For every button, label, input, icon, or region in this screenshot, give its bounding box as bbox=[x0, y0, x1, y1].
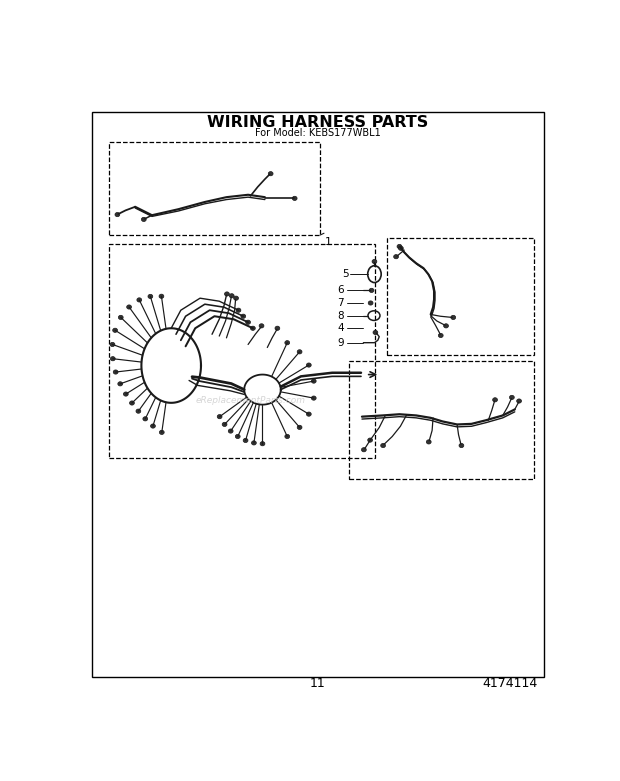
Ellipse shape bbox=[259, 324, 264, 328]
Text: 6: 6 bbox=[337, 285, 344, 295]
Ellipse shape bbox=[110, 357, 115, 361]
Ellipse shape bbox=[368, 301, 373, 305]
Ellipse shape bbox=[397, 244, 402, 248]
Ellipse shape bbox=[224, 292, 229, 296]
Ellipse shape bbox=[252, 440, 256, 445]
Ellipse shape bbox=[159, 294, 164, 298]
Ellipse shape bbox=[427, 440, 431, 444]
Ellipse shape bbox=[373, 330, 378, 334]
Ellipse shape bbox=[381, 444, 386, 448]
Ellipse shape bbox=[459, 444, 464, 448]
Ellipse shape bbox=[137, 298, 142, 302]
Ellipse shape bbox=[311, 396, 316, 400]
Ellipse shape bbox=[260, 441, 265, 446]
Ellipse shape bbox=[306, 363, 311, 367]
Ellipse shape bbox=[141, 217, 146, 222]
Ellipse shape bbox=[372, 259, 377, 264]
Text: 4174114: 4174114 bbox=[482, 676, 538, 690]
Ellipse shape bbox=[268, 172, 273, 176]
Ellipse shape bbox=[516, 399, 521, 403]
Ellipse shape bbox=[126, 305, 131, 309]
Bar bbox=[108, 244, 376, 458]
Bar bbox=[349, 362, 534, 479]
Ellipse shape bbox=[113, 370, 118, 374]
Text: 7: 7 bbox=[337, 298, 344, 308]
Ellipse shape bbox=[130, 401, 135, 405]
Ellipse shape bbox=[228, 429, 233, 433]
Ellipse shape bbox=[285, 341, 290, 345]
Ellipse shape bbox=[275, 326, 280, 330]
Ellipse shape bbox=[123, 392, 128, 396]
Text: 4: 4 bbox=[337, 323, 344, 333]
Text: 5: 5 bbox=[342, 269, 349, 279]
Ellipse shape bbox=[143, 417, 148, 421]
Ellipse shape bbox=[297, 426, 302, 430]
Text: For Model: KEBS177WBL1: For Model: KEBS177WBL1 bbox=[255, 128, 381, 138]
Text: 1: 1 bbox=[325, 237, 332, 247]
Ellipse shape bbox=[243, 438, 248, 443]
Ellipse shape bbox=[113, 328, 118, 333]
Ellipse shape bbox=[229, 294, 234, 298]
Ellipse shape bbox=[394, 255, 399, 259]
Ellipse shape bbox=[236, 434, 240, 439]
Ellipse shape bbox=[285, 434, 290, 439]
Ellipse shape bbox=[451, 316, 456, 319]
Ellipse shape bbox=[236, 308, 241, 312]
Bar bbox=[388, 238, 534, 355]
Ellipse shape bbox=[361, 448, 366, 452]
Ellipse shape bbox=[115, 212, 120, 216]
Ellipse shape bbox=[306, 412, 311, 416]
Ellipse shape bbox=[118, 382, 123, 386]
Text: 8: 8 bbox=[337, 311, 344, 321]
Ellipse shape bbox=[222, 423, 227, 426]
Ellipse shape bbox=[217, 415, 222, 419]
Text: WIRING HARNESS PARTS: WIRING HARNESS PARTS bbox=[207, 115, 428, 130]
Ellipse shape bbox=[368, 438, 373, 442]
Ellipse shape bbox=[110, 342, 115, 347]
Ellipse shape bbox=[444, 324, 448, 328]
Ellipse shape bbox=[159, 430, 164, 434]
Ellipse shape bbox=[438, 333, 443, 337]
Ellipse shape bbox=[246, 320, 250, 324]
Ellipse shape bbox=[292, 196, 297, 201]
Bar bbox=[108, 142, 320, 235]
Text: eReplacementParts.com: eReplacementParts.com bbox=[195, 396, 306, 405]
Ellipse shape bbox=[311, 379, 316, 383]
Ellipse shape bbox=[118, 316, 123, 319]
Ellipse shape bbox=[136, 409, 141, 413]
Text: 11: 11 bbox=[310, 676, 326, 690]
Ellipse shape bbox=[399, 246, 403, 251]
Ellipse shape bbox=[297, 350, 302, 354]
Ellipse shape bbox=[148, 294, 153, 298]
Ellipse shape bbox=[234, 296, 239, 300]
Ellipse shape bbox=[510, 395, 514, 400]
Ellipse shape bbox=[241, 314, 246, 319]
Ellipse shape bbox=[493, 398, 497, 402]
Text: 9: 9 bbox=[337, 337, 344, 348]
Ellipse shape bbox=[369, 288, 374, 292]
Ellipse shape bbox=[151, 424, 156, 428]
Ellipse shape bbox=[250, 326, 255, 330]
